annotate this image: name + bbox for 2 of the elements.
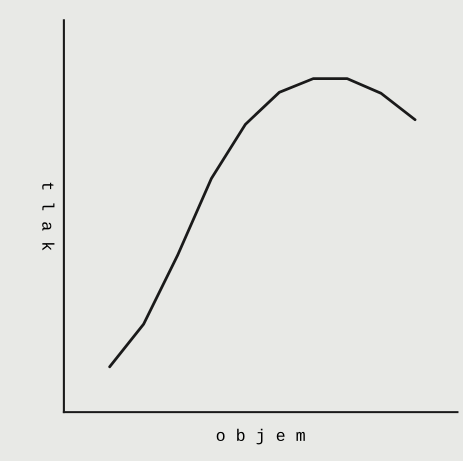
x-axis-title: o b j e m — [216, 428, 305, 444]
y-axis-title: t l a k — [42, 182, 54, 250]
